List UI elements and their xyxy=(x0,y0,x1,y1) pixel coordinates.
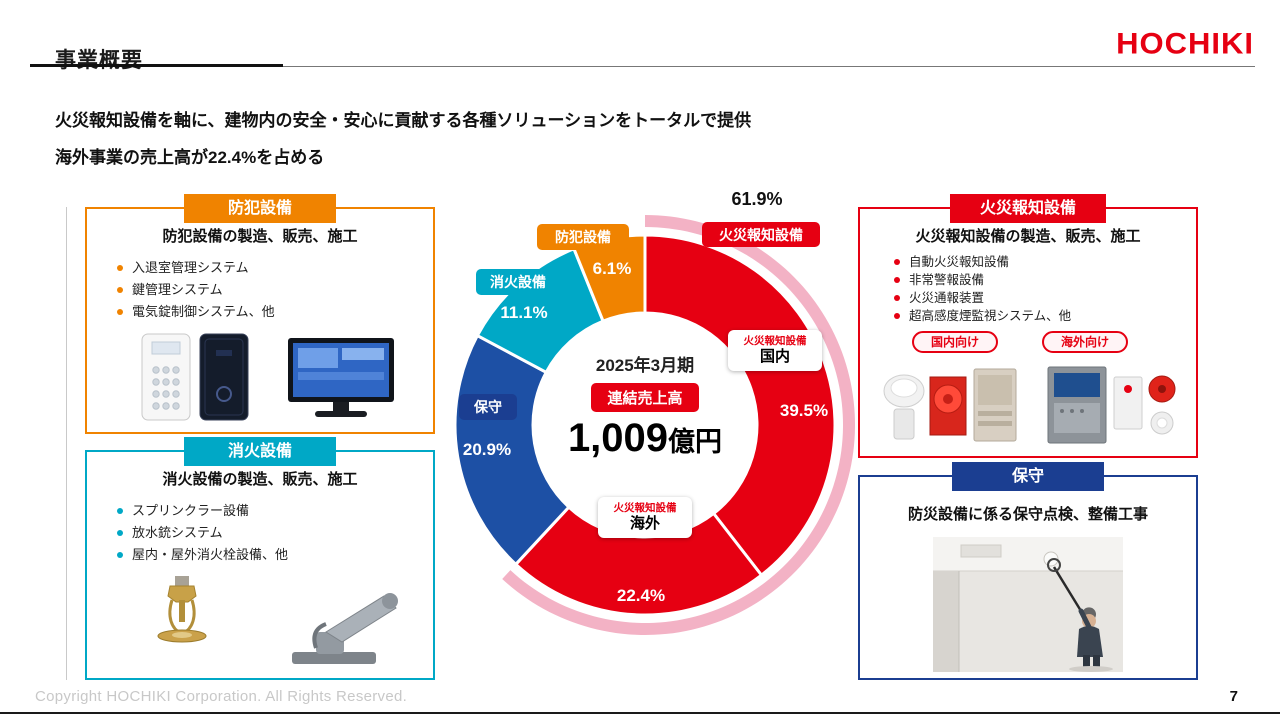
left-connector-line xyxy=(66,207,67,680)
bottom-rule xyxy=(0,712,1280,714)
panel-fire-alarm: 火災報知設備 火災報知設備の製造、販売、施工 自動火災報知設備 非常警報設備 火… xyxy=(858,194,1198,458)
total-sales-number: 1,009 xyxy=(567,416,669,460)
panel-extinguishing-heading: 消火設備の製造、販売、施工 xyxy=(162,471,358,488)
tag-domestic-market: 国内向け xyxy=(912,331,998,353)
bullet-dot xyxy=(894,259,900,265)
page-number: 7 xyxy=(1229,688,1238,705)
bullet-item: 放水銃システム xyxy=(117,522,288,544)
bullet-text: 非常警報設備 xyxy=(909,273,985,287)
bullet-text: 火災通報装置 xyxy=(909,291,985,305)
bullet-dot xyxy=(894,313,900,319)
bullet-text: 入退室管理システム xyxy=(132,260,249,275)
bullet-item: スプリンクラー設備 xyxy=(117,500,288,522)
bullet-dot xyxy=(117,287,123,293)
panel-security-ribbon: 防犯設備 xyxy=(184,194,336,223)
panel-extinguishing: 消火設備 消火設備の製造、販売、施工 スプリンクラー設備 放水銃システム 屋内・… xyxy=(85,437,435,680)
callout-domestic-group: 火災報知設備 xyxy=(743,335,807,347)
extinguishing-products-image xyxy=(157,576,398,664)
panel-security-bullets: 入退室管理システム 鍵管理システム 電気錠制御システム、他 xyxy=(117,257,275,323)
bullet-text: 超高感度煙監視システム、他 xyxy=(909,309,1072,323)
panel-security: 防犯設備 防犯設備の製造、販売、施工 入退室管理システム 鍵管理システム 電気錠… xyxy=(85,194,435,434)
title-rule-accent xyxy=(30,64,283,67)
bullet-dot xyxy=(117,309,123,315)
maintenance-photo xyxy=(933,537,1123,672)
pct-extinguishing: 11.1% xyxy=(500,303,548,322)
segment-badge-security: 防犯設備 xyxy=(537,224,629,250)
panel-fire-alarm-ribbon: 火災報知設備 xyxy=(949,194,1107,223)
chart-center: 2025年3月期 連結売上高 1,009億円 xyxy=(530,351,760,461)
bullet-text: 電気錠制御システム、他 xyxy=(132,304,275,319)
bullet-item: 屋内・屋外消火栓設備、他 xyxy=(117,544,288,566)
panel-maintenance-ribbon: 保守 xyxy=(952,462,1104,491)
fire-alarm-products-image xyxy=(883,366,1176,444)
bullet-text: スプリンクラー設備 xyxy=(132,503,250,518)
bullet-item: 鍵管理システム xyxy=(117,279,275,301)
callout-overseas: 火災報知設備 海外 xyxy=(598,497,692,538)
bullet-text: 自動火災報知設備 xyxy=(909,255,1010,269)
segment-badge-extinguishing: 消火設備 xyxy=(476,269,560,295)
panel-extinguishing-ribbon: 消火設備 xyxy=(184,437,336,466)
total-sales-unit: 億円 xyxy=(668,427,723,457)
security-products-image xyxy=(141,333,394,421)
revenue-donut-chart: 2025年3月期 連結売上高 1,009億円 61.9% 火災報知設備 保守 消… xyxy=(430,189,860,640)
callout-overseas-group: 火災報知設備 xyxy=(613,502,677,514)
bullet-item: 非常警報設備 xyxy=(894,271,1071,289)
bullet-dot xyxy=(117,530,123,536)
bullet-item: 超高感度煙監視システム、他 xyxy=(894,307,1071,325)
pct-domestic: 39.5% xyxy=(779,401,829,420)
bullet-item: 自動火災報知設備 xyxy=(894,253,1071,271)
bullet-text: 屋内・屋外消火栓設備、他 xyxy=(132,547,289,562)
panel-security-heading: 防犯設備の製造、販売、施工 xyxy=(162,228,358,245)
bullet-dot xyxy=(894,295,900,301)
bullet-dot xyxy=(117,552,123,558)
pct-fire-alarm-total: 61.9% xyxy=(731,189,783,209)
panel-fire-alarm-bullets: 自動火災報知設備 非常警報設備 火災通報装置 超高感度煙監視システム、他 xyxy=(894,253,1071,325)
copyright-text: Copyright HOCHIKI Corporation. All Right… xyxy=(35,688,408,705)
intro-line-2: 海外事業の売上高が22.4%を占める xyxy=(55,148,325,167)
bullet-item: 火災通報装置 xyxy=(894,289,1071,307)
callout-domestic: 火災報知設備 国内 xyxy=(728,330,822,371)
consolidated-sales-badge-row: 連結売上高 xyxy=(530,376,760,412)
fiscal-period: 2025年3月期 xyxy=(595,356,695,375)
panel-extinguishing-bullets: スプリンクラー設備 放水銃システム 屋内・屋外消火栓設備、他 xyxy=(117,500,288,566)
bullet-dot xyxy=(117,265,123,271)
total-sales-value: 1,009億円 xyxy=(530,416,760,461)
segment-badge-maintenance: 保守 xyxy=(459,394,517,420)
callout-domestic-name: 国内 xyxy=(759,348,790,365)
intro-line-1: 火災報知設備を軸に、建物内の安全・安心に貢献する各種ソリューションをトータルで提… xyxy=(55,111,752,130)
bullet-dot xyxy=(117,508,123,514)
segment-badge-fire-alarm: 火災報知設備 xyxy=(702,222,820,247)
panel-maintenance-heading: 防災設備に係る保守点検、整備工事 xyxy=(907,506,1148,523)
bullet-text: 鍵管理システム xyxy=(132,282,223,297)
page-title: 事業概要 xyxy=(55,49,143,73)
callout-overseas-name: 海外 xyxy=(629,515,660,532)
title-rule xyxy=(30,66,1255,67)
bullet-item: 電気錠制御システム、他 xyxy=(117,301,275,323)
panel-maintenance: 保守 防災設備に係る保守点検、整備工事 xyxy=(858,462,1198,680)
panel-fire-alarm-heading: 火災報知設備の製造、販売、施工 xyxy=(915,228,1141,245)
bullet-item: 入退室管理システム xyxy=(117,257,275,279)
hochiki-logo: HOCHIKI xyxy=(1116,26,1254,61)
pct-maintenance: 20.9% xyxy=(462,440,512,459)
bullet-text: 放水銃システム xyxy=(132,525,223,540)
bullet-dot xyxy=(894,277,900,283)
pct-security: 6.1% xyxy=(592,259,632,278)
tag-overseas-market: 海外向け xyxy=(1042,331,1128,353)
consolidated-sales-badge: 連結売上高 xyxy=(591,383,699,412)
pct-overseas: 22.4% xyxy=(616,586,666,605)
